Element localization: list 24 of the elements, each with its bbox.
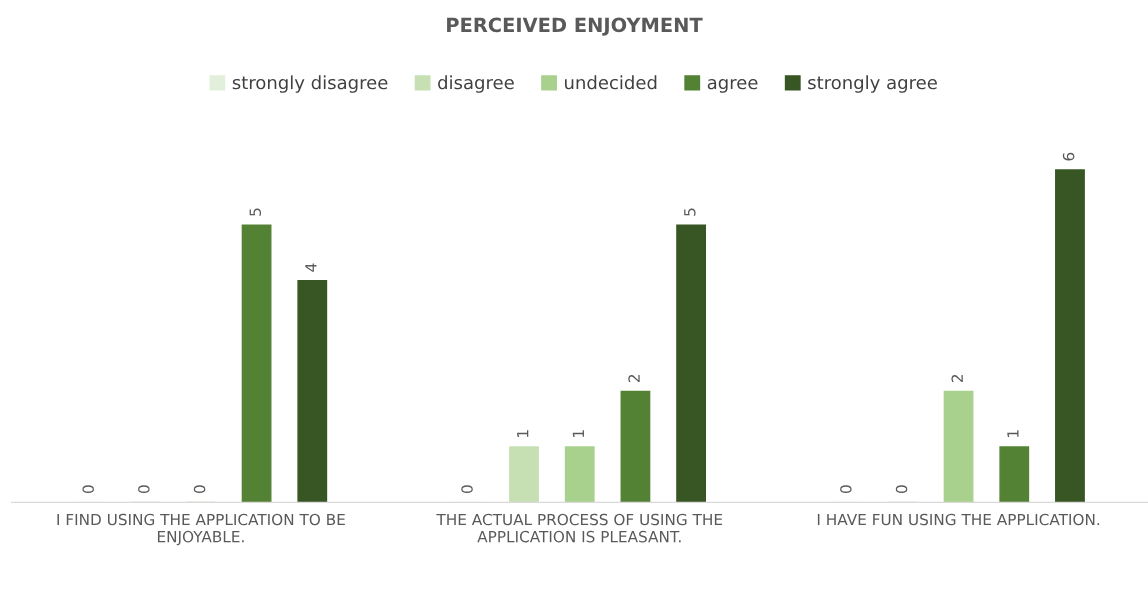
data-label: 0 bbox=[82, 485, 94, 494]
legend-label: strongly disagree bbox=[232, 75, 388, 93]
chart-title: PERCEIVED ENJOYMENT bbox=[447, 17, 703, 36]
legend-label: strongly agree bbox=[808, 75, 937, 93]
data-label: 2 bbox=[628, 375, 640, 383]
data-label: 4 bbox=[305, 263, 317, 272]
data-label: 0 bbox=[840, 485, 852, 494]
data-label: 0 bbox=[895, 485, 908, 494]
data-label: 1 bbox=[572, 430, 584, 437]
data-label: 0 bbox=[193, 485, 206, 494]
data-label: 5 bbox=[684, 208, 696, 216]
data-label: 0 bbox=[461, 485, 473, 494]
legend-label: undecided bbox=[565, 75, 657, 90]
data-label: 5 bbox=[249, 208, 262, 216]
data-label: 6 bbox=[1062, 152, 1075, 161]
data-label: 1 bbox=[1007, 430, 1019, 437]
data-label: 0 bbox=[138, 485, 150, 494]
data-label: 2 bbox=[951, 375, 963, 383]
x-tick-label: I FIND USING THE APPLICATION TO BE ENJOYABLE. bbox=[57, 513, 345, 546]
data-label: 1 bbox=[517, 430, 529, 437]
x-tick-label: I HAVE FUN USING THE APPLICATION. bbox=[817, 513, 1100, 526]
legend-label: agree bbox=[707, 78, 758, 93]
legend-label: disagree bbox=[438, 75, 514, 93]
x-tick-label: THE ACTUAL PROCESS OF USING THE APPLICATION IS PLEASANT. bbox=[436, 513, 723, 543]
